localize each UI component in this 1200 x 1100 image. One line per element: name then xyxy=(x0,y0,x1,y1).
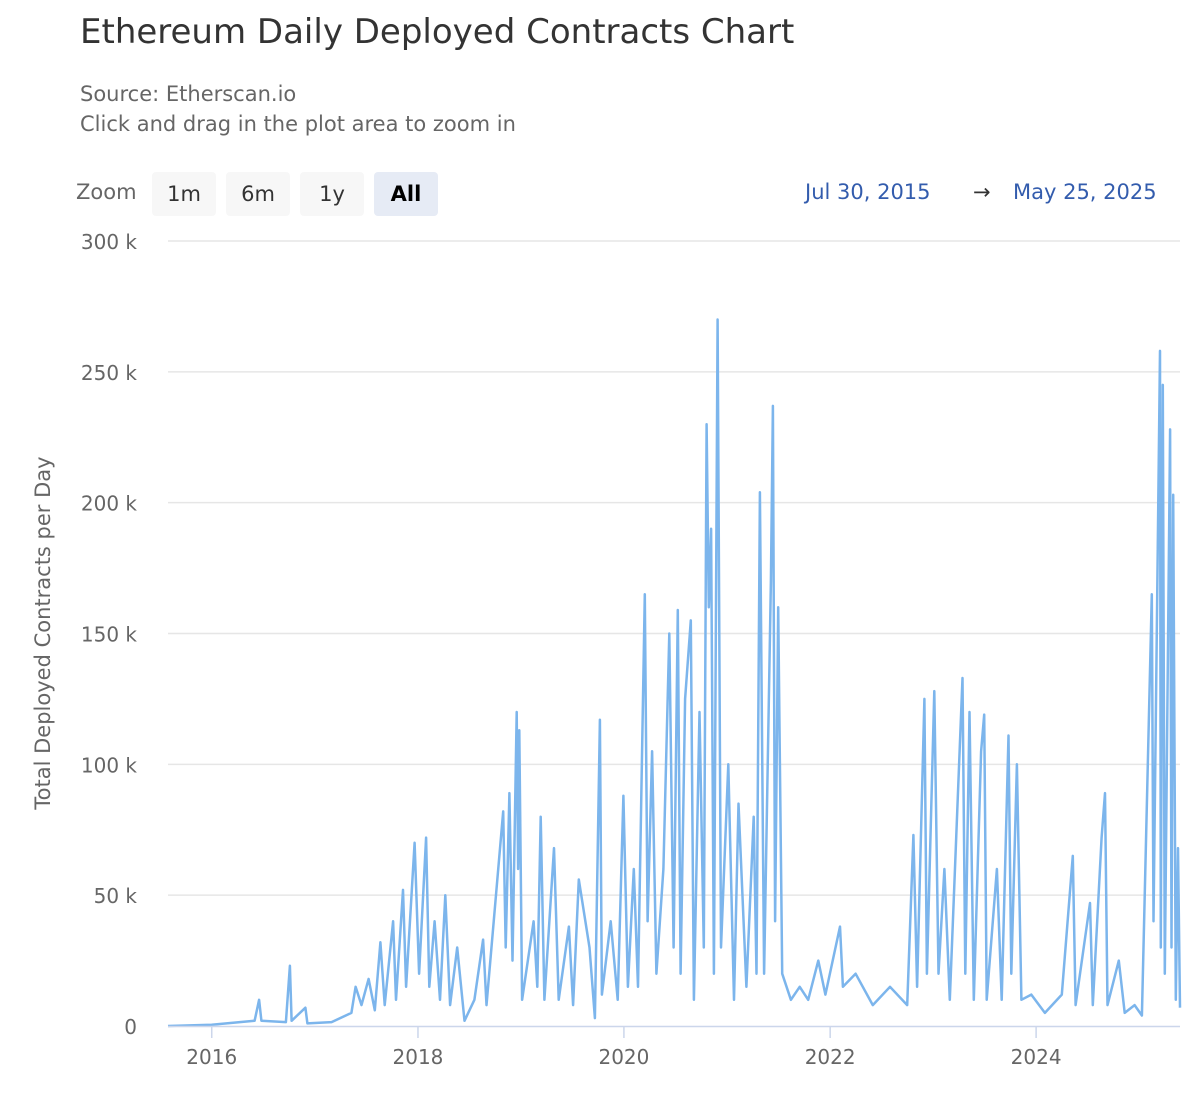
zoom-label: Zoom xyxy=(76,180,137,204)
x-tick-label: 2020 xyxy=(598,1045,649,1069)
y-tick-label: 300 k xyxy=(81,230,138,254)
range-to-input[interactable]: May 25, 2025 xyxy=(1013,180,1157,204)
range-arrow: → xyxy=(973,180,991,204)
y-tick-label: 100 k xyxy=(81,753,138,777)
x-tick-label: 2016 xyxy=(186,1045,237,1069)
x-tick-label: 2018 xyxy=(393,1045,444,1069)
zoom-6m-button[interactable]: 6m xyxy=(226,172,290,216)
y-axis-title: Total Deployed Contracts per Day xyxy=(31,456,55,810)
y-tick-label: 200 k xyxy=(81,492,138,516)
y-tick-label: 150 k xyxy=(81,623,138,647)
series-line xyxy=(167,318,1182,1028)
y-tick-label: 50 k xyxy=(94,884,138,908)
zoom-all-button[interactable]: All xyxy=(374,172,438,216)
x-tick-label: 2022 xyxy=(805,1045,856,1069)
x-tick-label: 2024 xyxy=(1011,1045,1062,1069)
zoom-1y-button[interactable]: 1y xyxy=(300,172,364,216)
zoom-1m-button[interactable]: 1m xyxy=(152,172,216,216)
range-from-input[interactable]: Jul 30, 2015 xyxy=(805,180,931,204)
y-tick-label: 250 k xyxy=(81,361,138,385)
chart-title: Ethereum Daily Deployed Contracts Chart xyxy=(80,12,795,52)
chart-source: Source: Etherscan.io xyxy=(80,82,297,106)
chart-hint: Click and drag in the plot area to zoom … xyxy=(80,112,516,136)
y-tick-label: 0 xyxy=(124,1015,137,1039)
